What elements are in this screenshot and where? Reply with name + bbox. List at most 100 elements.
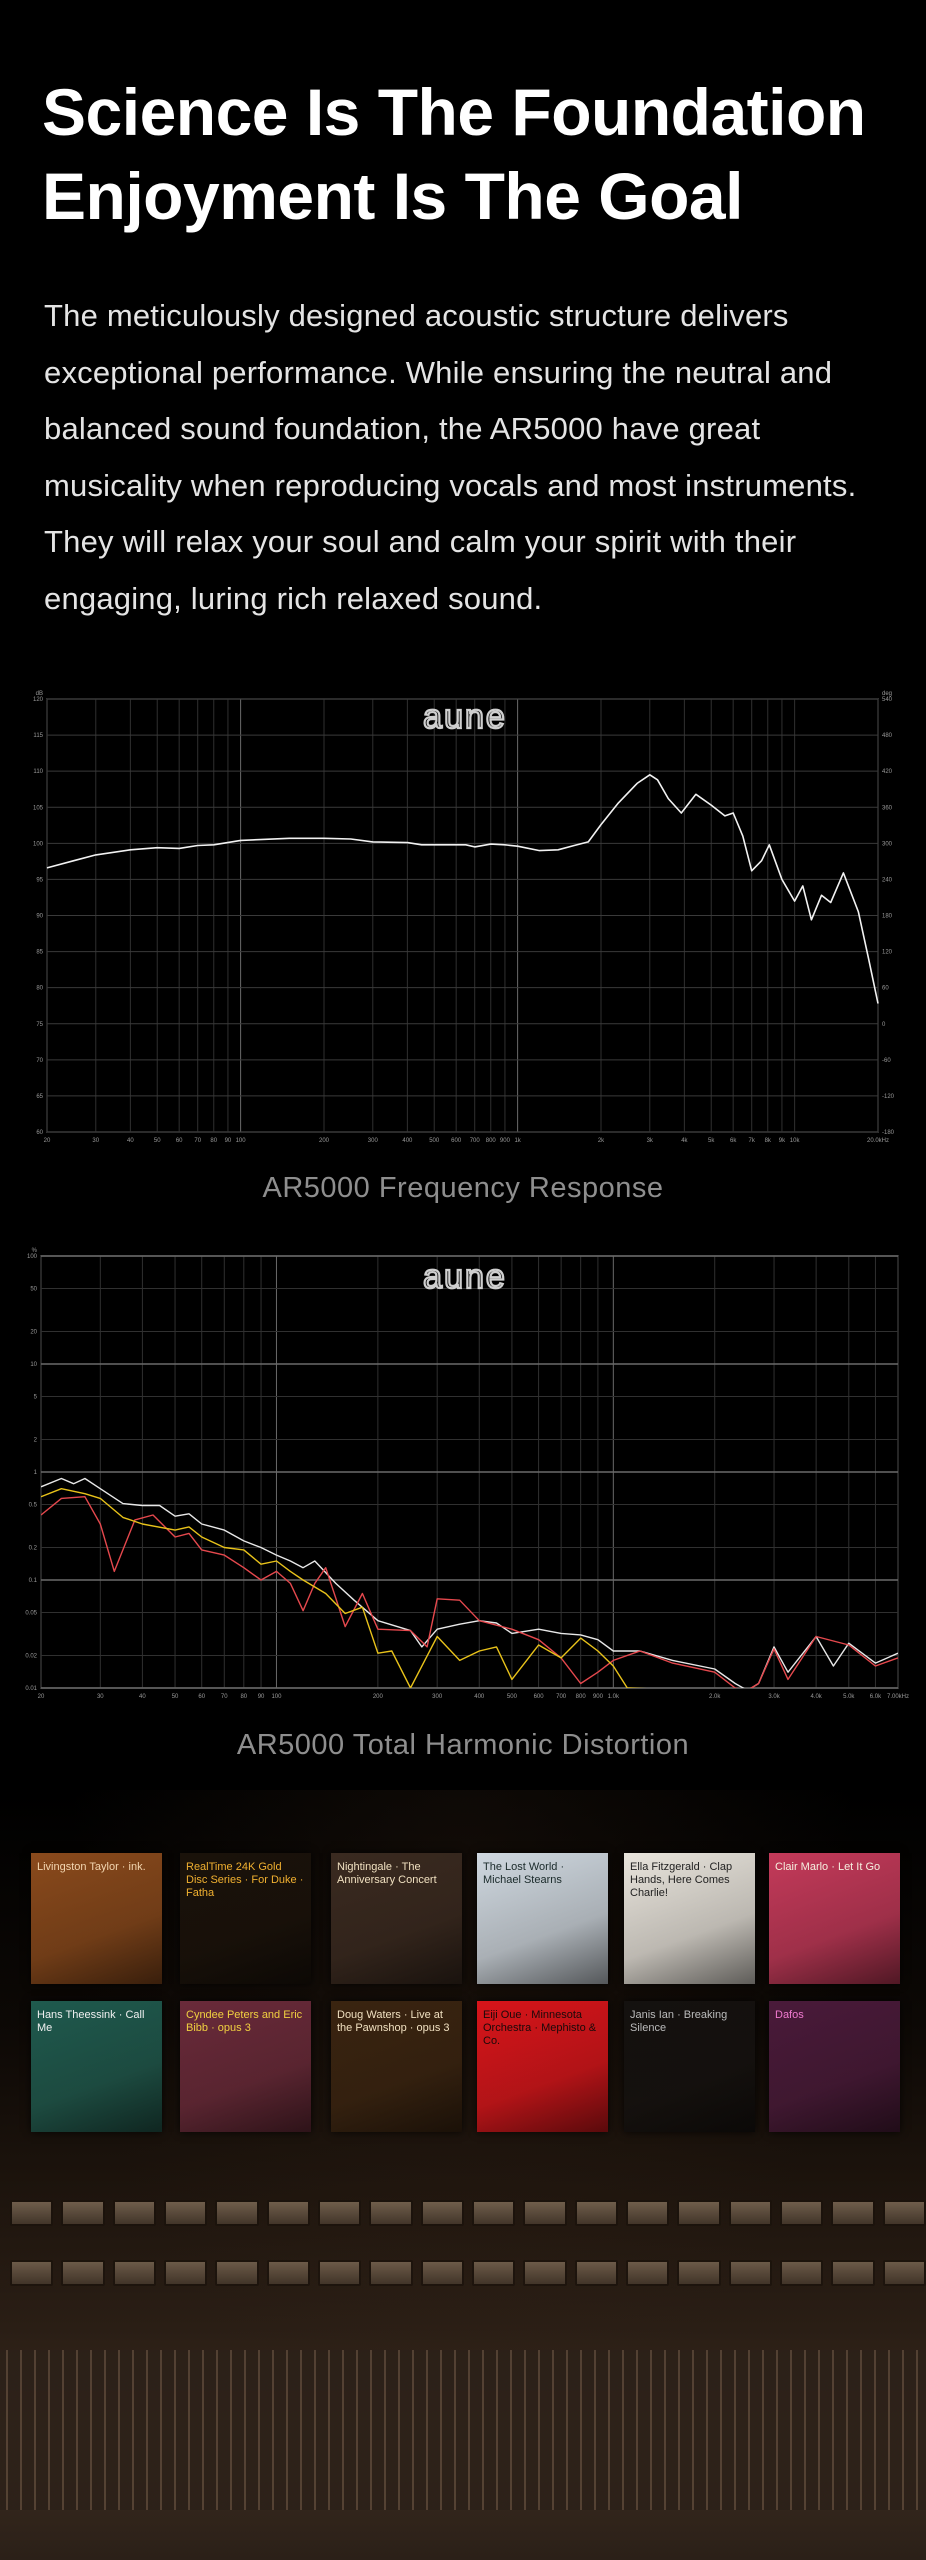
album-cover: Livingston Taylor · ink. <box>31 1853 162 1984</box>
y-right-tick-label: 360 <box>882 805 893 811</box>
vu-meter <box>728 2260 772 2286</box>
x-tick-label: 300 <box>368 1138 379 1144</box>
album-title: Clair Marlo · Let It Go <box>775 1861 881 1873</box>
console-knobs <box>0 2350 926 2510</box>
x-tick-label: 700 <box>556 1694 567 1700</box>
x-tick-label: 70 <box>221 1694 228 1700</box>
x-tick-label: 5k <box>708 1138 715 1144</box>
x-tick-label: 5.0k <box>843 1694 855 1700</box>
vu-meter <box>112 2200 156 2226</box>
y-tick-label: 60 <box>36 1130 43 1136</box>
vu-meter <box>420 2260 464 2286</box>
x-tick-label: 10k <box>790 1138 801 1144</box>
y-right-tick-label: 300 <box>882 841 893 847</box>
vu-meter <box>10 2200 54 2226</box>
x-tick-label: 9k <box>779 1138 786 1144</box>
y-tick-label: 0.01 <box>25 1686 37 1692</box>
frequency-response-chart: 20 30 40 50 60 70 80 90 100 200 300 400 500 600 700 800… <box>33 691 895 1144</box>
page-title: Science Is The Foundation Enjoyment Is T… <box>42 70 866 238</box>
vu-meter <box>779 2260 824 2286</box>
y-tick-label: 0.02 <box>25 1653 37 1659</box>
title-line-1: Science Is The Foundation <box>42 75 866 149</box>
x-tick-label: 80 <box>240 1694 247 1700</box>
vu-meter <box>369 2260 413 2286</box>
album-cover: Clair Marlo · Let It Go <box>769 1853 900 1984</box>
thd-chart: 20 30 40 50 60 70 80 90 100 200 300 400 500 600 700 800… <box>25 1248 909 1700</box>
x-tick-label: 600 <box>534 1694 545 1700</box>
y-right-tick-label: 540 <box>882 697 893 703</box>
y-tick-label: 5 <box>34 1395 38 1401</box>
vu-meter <box>625 2260 670 2286</box>
vu-meter <box>10 2260 54 2286</box>
y-tick-label: 50 <box>30 1287 37 1293</box>
y-tick-label: 110 <box>33 769 43 775</box>
y-tick-label: 80 <box>36 986 43 992</box>
y-tick-label: 70 <box>36 1058 43 1064</box>
x-tick-label: 40 <box>127 1138 134 1144</box>
x-tick-label: 3k <box>647 1138 654 1144</box>
thd-series-line-3 <box>41 1487 647 1688</box>
x-tick-label: 30 <box>92 1138 99 1144</box>
x-tick-label: 6k <box>730 1138 737 1144</box>
x-tick-label: 4.0k <box>810 1694 822 1700</box>
vu-meter <box>523 2200 567 2226</box>
y-tick-label: 85 <box>36 950 43 956</box>
vu-meter <box>523 2260 567 2286</box>
x-tick-label: 30 <box>97 1694 104 1700</box>
vu-meter <box>215 2200 259 2226</box>
vu-meter <box>163 2260 208 2286</box>
album-title: Livingston Taylor · ink. <box>37 1861 146 1873</box>
y-right-tick-label: 0 <box>882 1022 886 1028</box>
x-tick-label: 800 <box>486 1138 497 1144</box>
vu-meter <box>471 2260 516 2286</box>
x-tick-label: 900 <box>593 1694 604 1700</box>
vu-meter <box>369 2200 413 2226</box>
x-tick-label: 1k <box>514 1138 521 1144</box>
x-tick-label: 8k <box>765 1138 772 1144</box>
y-right-tick-label: 240 <box>882 877 893 883</box>
album-cover: Doug Waters · Live at the Pawnshop · opu… <box>331 2001 462 2132</box>
album-cover: The Lost World · Michael Stearns <box>477 1853 608 1984</box>
album-title: Cyndee Peters and Eric Bibb · opus 3 <box>186 2009 303 2034</box>
x-tick-label: 900 <box>500 1138 511 1144</box>
vu-meter <box>215 2260 259 2286</box>
vu-meter <box>574 2200 618 2226</box>
x-tick-label: 20 <box>44 1138 51 1144</box>
y-tick-label: 65 <box>36 1094 43 1100</box>
vu-meter <box>163 2200 208 2226</box>
x-tick-label: 50 <box>154 1138 161 1144</box>
vu-meter <box>61 2200 105 2226</box>
x-tick-label: 40 <box>139 1694 146 1700</box>
x-tick-label: 7k <box>749 1138 756 1144</box>
y-right-tick-label: 420 <box>882 769 893 775</box>
vu-meter <box>779 2200 824 2226</box>
vu-meter <box>831 2200 875 2226</box>
x-tick-label: 200 <box>319 1138 330 1144</box>
x-tick-label: 3.0k <box>768 1694 780 1700</box>
y-right-tick-label: -180 <box>882 1130 895 1136</box>
vu-meter <box>266 2200 310 2226</box>
vu-meter <box>317 2260 362 2286</box>
x-tick-label: 500 <box>507 1694 518 1700</box>
aune-logo: aune <box>423 1258 507 1296</box>
vu-meter <box>831 2260 875 2286</box>
y-right-tick-label: 60 <box>882 986 889 992</box>
console-meters-row <box>0 2260 926 2288</box>
x-tick-label: 600 <box>451 1138 462 1144</box>
album-cover: Dafos <box>769 2001 900 2132</box>
album-title: Janis Ian · Breaking Silence <box>630 2009 728 2034</box>
x-tick-label: 6.0k <box>870 1694 882 1700</box>
album-title: Nightingale · The Anniversary Concert <box>337 1861 437 1886</box>
y-tick-label: 0.1 <box>29 1578 38 1584</box>
album-cover: Hans Theessink · Call Me <box>31 2001 162 2132</box>
y-axis-label: dB <box>36 691 43 697</box>
y-right-tick-label: 480 <box>882 733 893 739</box>
x-tick-label: 20 <box>38 1694 45 1700</box>
y-tick-label: 90 <box>36 914 43 920</box>
console-meters-row <box>0 2200 926 2228</box>
album-cover: Eiji Oue · Minnesota Orchestra · Mephist… <box>477 2001 608 2132</box>
y-tick-label: 100 <box>33 841 44 847</box>
x-tick-label: 700 <box>470 1138 481 1144</box>
album-title: Doug Waters · Live at the Pawnshop · opu… <box>337 2009 450 2034</box>
thd-series-line-2 <box>41 1495 898 1688</box>
